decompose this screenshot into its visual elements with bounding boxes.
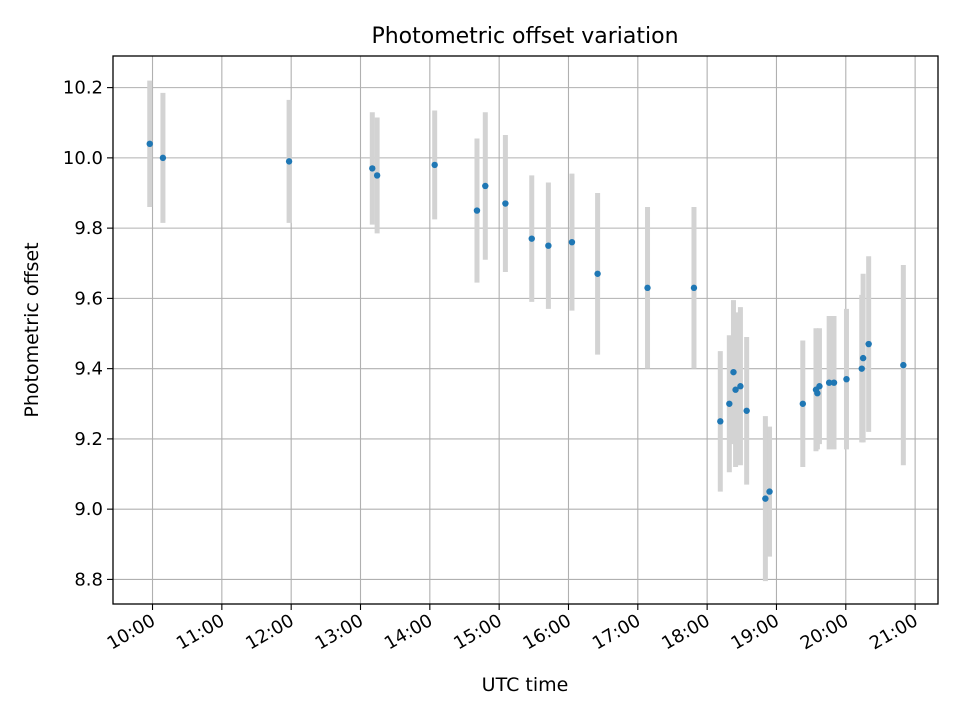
data-point xyxy=(159,154,167,162)
data-point xyxy=(285,158,293,165)
data-point xyxy=(730,368,737,376)
data-point xyxy=(814,390,821,397)
data-point xyxy=(545,242,552,249)
data-point xyxy=(502,200,509,207)
data-point xyxy=(858,365,865,372)
data-point xyxy=(799,400,807,407)
data-point xyxy=(473,207,481,214)
y-tick-label: 9.2 xyxy=(74,429,103,450)
data-point xyxy=(373,172,381,179)
chart-title: Photometric offset variation xyxy=(371,24,678,49)
data-point xyxy=(369,165,376,172)
data-point xyxy=(726,400,733,407)
data-point xyxy=(865,340,872,348)
y-tick-label: 10.0 xyxy=(63,148,103,169)
data-point xyxy=(816,383,823,390)
data-point xyxy=(568,238,576,246)
point-layer xyxy=(146,140,907,502)
y-tick-label: 10.2 xyxy=(63,78,103,99)
data-point xyxy=(743,407,750,414)
data-point xyxy=(762,495,769,502)
data-point xyxy=(146,140,153,148)
y-tick-label: 8.8 xyxy=(74,569,103,590)
data-point xyxy=(732,386,739,393)
data-point xyxy=(737,383,744,390)
data-point xyxy=(431,161,438,169)
data-point xyxy=(843,375,850,383)
y-tick-label: 9.4 xyxy=(74,359,103,380)
data-point xyxy=(717,418,724,425)
y-tick-label: 9.0 xyxy=(74,499,103,520)
y-axis-label: Photometric offset xyxy=(21,242,43,417)
y-tick-label: 9.8 xyxy=(74,218,103,239)
data-point xyxy=(859,354,867,362)
data-point xyxy=(528,235,535,242)
data-point xyxy=(825,379,833,386)
data-point xyxy=(830,379,838,386)
y-tick-label: 9.6 xyxy=(74,288,103,309)
data-point xyxy=(482,182,489,190)
plot-frame xyxy=(112,55,939,605)
data-point xyxy=(900,361,907,369)
data-point xyxy=(690,284,698,292)
y-axis-ticks: 8.8 9.0 9.2 9.4 9.6 9.8 10.0 10.2 xyxy=(63,78,113,590)
data-point xyxy=(644,284,651,292)
x-axis-label: UTC time xyxy=(482,674,569,696)
data-point xyxy=(594,270,601,277)
data-point xyxy=(766,488,773,495)
